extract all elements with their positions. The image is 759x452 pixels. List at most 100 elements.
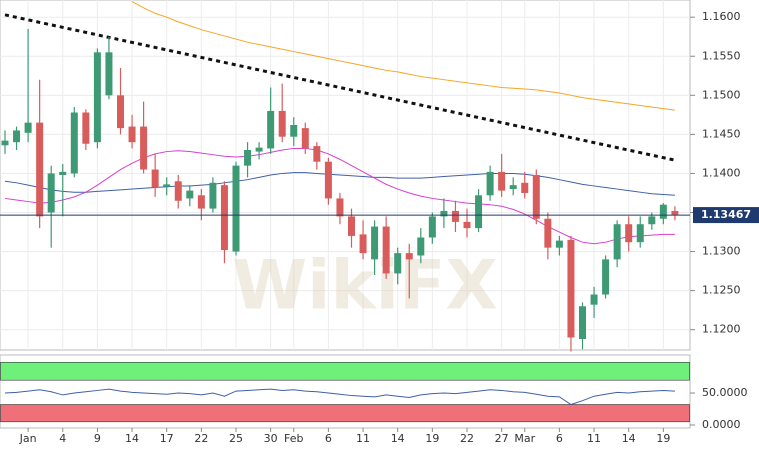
- ma-line: [4, 172, 675, 196]
- candle-body: [24, 122, 32, 133]
- candle-body: [186, 190, 194, 199]
- candle-body: [648, 216, 656, 225]
- candle-body: [521, 182, 529, 193]
- candle-body: [209, 182, 217, 209]
- x-tick-label: 11: [356, 432, 370, 445]
- candle-body: [93, 52, 101, 143]
- candle-body: [163, 184, 171, 187]
- candle-body: [174, 181, 182, 201]
- candle-body: [428, 216, 436, 238]
- candle-body: [532, 175, 540, 219]
- candle-body: [475, 195, 483, 229]
- candle-body: [451, 210, 459, 222]
- x-tick-label: 4: [59, 432, 66, 445]
- x-tick-label: 9: [94, 432, 101, 445]
- candle-body: [359, 234, 367, 254]
- candle-body: [382, 226, 390, 274]
- candle-body: [105, 52, 113, 96]
- last-price-tag: [693, 207, 759, 224]
- x-tick-label: 6: [325, 432, 332, 445]
- candle-body: [128, 126, 136, 143]
- band: [0, 361, 690, 381]
- candle-body: [140, 126, 148, 170]
- y-tick-label: 1.1400: [702, 166, 741, 179]
- x-tick-label: Jan: [19, 432, 37, 445]
- candle-body: [197, 195, 205, 209]
- x-tick-label: Mar: [514, 432, 535, 445]
- x-tick-label: 6: [556, 432, 563, 445]
- y-tick-label: 1.1550: [702, 49, 741, 62]
- oscillator-line: [4, 388, 675, 406]
- candle-body: [151, 169, 159, 188]
- band: [0, 404, 690, 423]
- candle-body: [36, 122, 44, 217]
- candle-body: [659, 204, 667, 219]
- watermark: WikiFX: [232, 247, 498, 326]
- candle-body: [509, 185, 517, 190]
- candle-body: [290, 125, 298, 137]
- candle-body: [613, 224, 621, 260]
- candle-body: [486, 171, 494, 196]
- candle-body: [671, 210, 679, 215]
- y-tick-label: 0.0000: [702, 418, 741, 431]
- x-tick-label: 22: [194, 432, 208, 445]
- x-tick-label: 22: [460, 432, 474, 445]
- candle-body: [301, 128, 309, 149]
- x-tick-label: Feb: [284, 432, 303, 445]
- candle-body: [405, 253, 413, 260]
- y-tick-label: 1.1300: [702, 245, 741, 258]
- candle-body: [267, 110, 275, 149]
- candle-body: [417, 237, 425, 256]
- candle-body: [59, 171, 67, 175]
- candle-body: [70, 112, 78, 174]
- x-tick-label: 19: [425, 432, 439, 445]
- candle-body: [13, 130, 21, 143]
- candle-body: [313, 146, 321, 162]
- last-price-label: 1.13467: [701, 208, 751, 221]
- trendline: [4, 13, 676, 162]
- x-tick-label: 17: [160, 432, 174, 445]
- x-tick-label: 30: [264, 432, 278, 445]
- candle-body: [82, 112, 90, 144]
- candle-body: [498, 171, 506, 191]
- candle-body: [440, 210, 448, 217]
- candle-body: [324, 161, 332, 199]
- ma-line: [4, 147, 675, 245]
- x-tick-label: 14: [391, 432, 405, 445]
- y-tick-label: 1.1200: [702, 323, 741, 336]
- candle-body: [394, 253, 402, 274]
- candle-body: [220, 185, 228, 250]
- candle-body: [590, 294, 598, 305]
- candle-body: [1, 140, 9, 146]
- candle-body: [232, 165, 240, 252]
- candle-body: [636, 224, 644, 243]
- candle-body: [336, 198, 344, 217]
- y-tick-label: 50.0000: [702, 386, 748, 399]
- candle-body: [278, 110, 286, 137]
- x-tick-label: 27: [495, 432, 509, 445]
- candle-body: [244, 150, 252, 166]
- x-tick-label: 14: [125, 432, 139, 445]
- candle-body: [567, 239, 575, 338]
- candle-body: [555, 240, 563, 248]
- candle-body: [117, 95, 124, 129]
- candle-body: [544, 218, 552, 248]
- candle-body: [348, 216, 355, 236]
- candle-body: [463, 221, 471, 229]
- candle-body: [602, 259, 610, 295]
- x-tick-label: 25: [229, 432, 243, 445]
- x-tick-label: 19: [656, 432, 670, 445]
- candle-body: [625, 224, 633, 243]
- x-tick-label: 14: [622, 432, 636, 445]
- ma-line: [131, 1, 675, 111]
- candle-body: [47, 173, 55, 213]
- candle-body: [255, 147, 263, 152]
- y-tick-label: 1.1500: [702, 88, 741, 101]
- y-tick-label: 1.1250: [702, 284, 741, 297]
- x-tick-label: 11: [587, 432, 601, 445]
- y-tick-label: 1.1600: [702, 10, 741, 23]
- candle-body: [579, 306, 586, 340]
- candle-body: [371, 226, 379, 260]
